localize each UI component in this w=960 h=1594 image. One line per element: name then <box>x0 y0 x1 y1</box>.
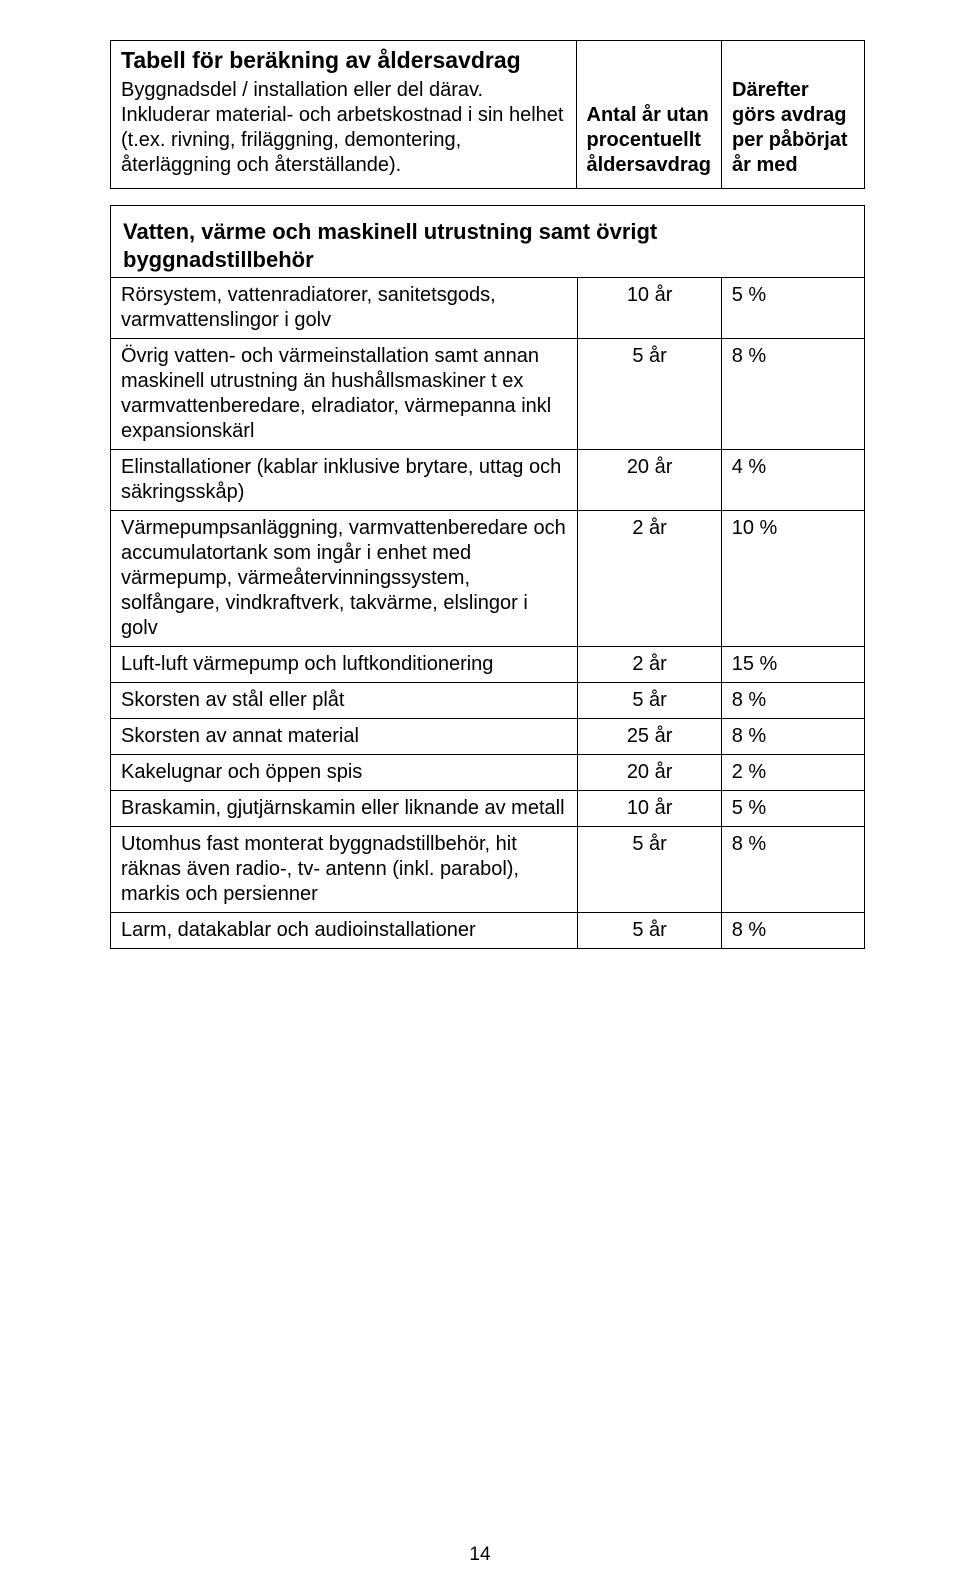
row-years: 10 år <box>578 278 721 339</box>
table-title: Tabell för beräkning av åldersavdrag <box>121 47 566 74</box>
data-table: Vatten, värme och maskinell utrustning s… <box>110 205 865 949</box>
table-row: Skorsten av stål eller plåt 5 år 8 % <box>111 683 865 719</box>
row-pct: 8 % <box>721 719 864 755</box>
header-col-b-text: Antal år utan procentuellt åldersavdrag <box>587 103 712 178</box>
row-years: 5 år <box>578 913 721 949</box>
table-row: Kakelugnar och öppen spis 20 år 2 % <box>111 755 865 791</box>
row-label: Utomhus fast monterat byggnadstillbehör,… <box>111 827 578 913</box>
table-row: Luft-luft värmepump och luftkonditioneri… <box>111 647 865 683</box>
row-years: 5 år <box>578 683 721 719</box>
header-table: Tabell för beräkning av åldersavdrag Byg… <box>110 40 865 189</box>
row-label: Rörsystem, vattenradiatorer, sanitetsgod… <box>111 278 578 339</box>
row-label: Övrig vatten- och värmeinstallation samt… <box>111 339 578 450</box>
table-row: Braskamin, gjutjärnskamin eller liknande… <box>111 791 865 827</box>
row-label: Skorsten av stål eller plåt <box>111 683 578 719</box>
header-cell-a: Tabell för beräkning av åldersavdrag Byg… <box>111 41 577 189</box>
table-row: Utomhus fast monterat byggnadstillbehör,… <box>111 827 865 913</box>
table-row: Rörsystem, vattenradiatorer, sanitetsgod… <box>111 278 865 339</box>
row-years: 10 år <box>578 791 721 827</box>
row-years: 5 år <box>578 339 721 450</box>
row-label: Värmepumpsanläggning, varmvattenberedare… <box>111 511 578 647</box>
row-pct: 15 % <box>721 647 864 683</box>
row-years: 2 år <box>578 647 721 683</box>
header-cell-c: Därefter görs avdrag per påbörjat år med <box>722 41 865 189</box>
row-years: 20 år <box>578 450 721 511</box>
row-pct: 2 % <box>721 755 864 791</box>
table-row: Larm, datakablar och audioinstallationer… <box>111 913 865 949</box>
row-label: Larm, datakablar och audioinstallationer <box>111 913 578 949</box>
table-row: Värmepumpsanläggning, varmvattenberedare… <box>111 511 865 647</box>
row-label: Elinstallationer (kablar inklusive bryta… <box>111 450 578 511</box>
row-pct: 8 % <box>721 339 864 450</box>
row-years: 25 år <box>578 719 721 755</box>
table-row: Skorsten av annat material 25 år 8 % <box>111 719 865 755</box>
header-cell-b: Antal år utan procentuellt åldersavdrag <box>576 41 722 189</box>
row-years: 2 år <box>578 511 721 647</box>
row-pct: 5 % <box>721 278 864 339</box>
row-pct: 8 % <box>721 913 864 949</box>
row-label: Skorsten av annat material <box>111 719 578 755</box>
page-number: 14 <box>0 1544 960 1566</box>
row-pct: 5 % <box>721 791 864 827</box>
table-row: Övrig vatten- och värmeinstallation samt… <box>111 339 865 450</box>
row-pct: 4 % <box>721 450 864 511</box>
table-row: Elinstallationer (kablar inklusive bryta… <box>111 450 865 511</box>
row-pct: 8 % <box>721 827 864 913</box>
row-years: 20 år <box>578 755 721 791</box>
row-years: 5 år <box>578 827 721 913</box>
row-label: Kakelugnar och öppen spis <box>111 755 578 791</box>
row-label: Braskamin, gjutjärnskamin eller liknande… <box>111 791 578 827</box>
header-col-a-text: Byggnadsdel / installation eller del där… <box>121 78 566 178</box>
section-title-cell: Vatten, värme och maskinell utrustning s… <box>111 206 865 278</box>
row-pct: 10 % <box>721 511 864 647</box>
row-pct: 8 % <box>721 683 864 719</box>
row-label: Luft-luft värmepump och luftkonditioneri… <box>111 647 578 683</box>
section-row: Vatten, värme och maskinell utrustning s… <box>111 206 865 278</box>
section-title: Vatten, värme och maskinell utrustning s… <box>123 218 854 273</box>
header-col-c-text: Därefter görs avdrag per påbörjat år med <box>732 78 854 178</box>
